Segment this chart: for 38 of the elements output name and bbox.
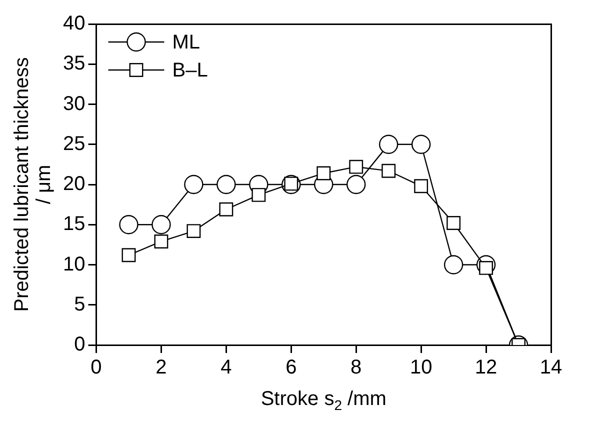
legend-label: B–L: [172, 60, 208, 82]
y-tick-label: 20: [62, 173, 86, 196]
y-tick-label: 0: [74, 334, 86, 356]
point: [444, 255, 464, 274]
x-tick-label: 2: [156, 356, 167, 379]
x-tick-label: 10: [410, 356, 432, 379]
x-tick-label: 4: [220, 356, 232, 379]
x-tick-label: 8: [350, 356, 362, 379]
point: [411, 134, 431, 154]
point: [346, 174, 366, 194]
point: [186, 224, 201, 238]
y-tick-label: 40: [62, 12, 86, 35]
point: [252, 188, 266, 202]
x-tick-label: 0: [90, 356, 102, 379]
y-tick-label: 35: [62, 52, 86, 75]
y-tick-label: 10: [62, 253, 86, 276]
point: [316, 166, 331, 180]
x-tick-label: 6: [286, 356, 297, 379]
point: [122, 248, 136, 262]
point: [216, 174, 236, 194]
x-tick-label: 14: [540, 356, 562, 379]
y-tick-label: 15: [62, 213, 86, 236]
legend-label: ML: [172, 32, 200, 54]
point: [154, 234, 168, 248]
point: [152, 215, 171, 234]
point: [378, 134, 398, 154]
x-tick-label: 12: [474, 356, 498, 379]
point: [219, 202, 234, 216]
point: [184, 174, 204, 194]
y-tick-label: 25: [62, 132, 86, 155]
point: [119, 215, 138, 234]
point: [414, 179, 428, 194]
point: [446, 216, 461, 230]
y-tick-label: 30: [62, 92, 86, 115]
point: [382, 164, 396, 178]
y-tick-label: 5: [74, 293, 86, 316]
point: [349, 160, 364, 174]
y-axis-title: Predicted lubricant thickness / μm: [11, 57, 55, 312]
